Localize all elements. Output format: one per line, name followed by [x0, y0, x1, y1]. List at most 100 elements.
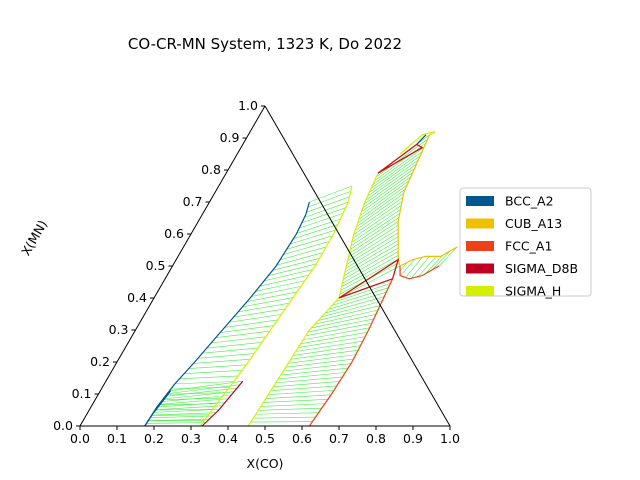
tie-line — [374, 142, 427, 182]
y-tick-label: 0.8 — [201, 162, 221, 177]
tie-line — [328, 291, 387, 310]
phase-boundary-sigma-h — [338, 172, 379, 299]
x-tick-label: 0.3 — [181, 431, 201, 446]
tie-line — [220, 325, 274, 333]
tie-line — [286, 235, 333, 250]
tie-triangle — [377, 143, 424, 174]
tie-line — [275, 376, 343, 384]
tie-line — [270, 385, 337, 392]
x-tick-label: 1.0 — [440, 431, 460, 446]
tie-line — [255, 412, 319, 415]
tie-line — [153, 408, 220, 413]
tie-line — [301, 207, 346, 224]
tie-line — [278, 372, 346, 380]
tie-line — [353, 201, 403, 235]
tie-line — [299, 213, 344, 229]
y-tick-label: 0.6 — [164, 226, 184, 241]
tie-line — [168, 384, 240, 394]
y-tick-label: 0.7 — [183, 194, 203, 209]
tie-line — [357, 189, 406, 224]
tie-line — [184, 370, 243, 374]
tie-line — [399, 262, 408, 272]
tie-line — [347, 228, 399, 261]
tie-line — [306, 196, 350, 213]
tie-line — [350, 217, 400, 250]
tie-line — [307, 191, 351, 208]
x-tick-label: 0.2 — [144, 431, 164, 446]
tie-line — [363, 168, 415, 205]
phase-boundary-sigma-h — [399, 131, 436, 155]
tie-line — [166, 387, 237, 397]
tie-line — [354, 197, 403, 232]
x-tick-label: 0.5 — [255, 431, 275, 446]
x-tick-label: 0.9 — [403, 431, 423, 446]
tie-line — [151, 414, 209, 416]
tie-line — [321, 300, 383, 318]
x-tick-label: 0.4 — [218, 431, 238, 446]
tie-line — [224, 319, 278, 328]
tie-line — [318, 305, 381, 321]
phase-boundary-bcc-a2 — [416, 134, 427, 145]
legend-entry-label: SIGMA_H — [505, 284, 561, 299]
phase-boundary-sigma-h — [247, 297, 340, 427]
tie-line — [341, 255, 399, 288]
tie-line — [368, 155, 421, 193]
phase-boundary-sigma-h — [199, 185, 353, 427]
phase-boundary-sigma-d8b — [201, 380, 244, 427]
x-tick-label: 0.8 — [366, 431, 386, 446]
tie-line — [288, 354, 356, 364]
tie-line — [250, 421, 313, 423]
tie-line — [300, 331, 368, 344]
tie-line — [197, 353, 255, 359]
y-tick-label: 0.2 — [90, 354, 110, 369]
tie-line — [314, 309, 379, 325]
chart-title: CO-CR-MN System, 1323 K, Do 2022 — [128, 35, 402, 53]
legend: BCC_A2 CUB_A13 FCC_A1 SIGMA_D8B SIGMA_H — [459, 187, 592, 299]
tie-line — [233, 308, 286, 318]
tie-line — [344, 240, 399, 273]
tie-line — [349, 221, 399, 254]
tie-line — [229, 314, 282, 323]
tie-line — [179, 375, 239, 380]
tie-line — [146, 422, 206, 424]
phase-boundary-bcc-a2 — [144, 201, 310, 427]
legend-swatch — [466, 196, 494, 206]
tie-line — [290, 349, 359, 360]
tie-line — [400, 258, 416, 276]
y-tick-label: 0.4 — [127, 290, 147, 305]
tie-line — [293, 345, 361, 356]
tie-triangle — [338, 258, 400, 299]
tie-line — [259, 274, 309, 287]
tie-line — [242, 297, 294, 308]
legend-entry-label: SIGMA_D8B — [505, 261, 578, 276]
tie-line — [255, 280, 305, 292]
tie-line — [253, 416, 316, 419]
tie-line — [344, 243, 399, 276]
tie-line — [295, 340, 363, 352]
y-tick-label: 1.0 — [238, 98, 258, 113]
tie-line — [311, 314, 376, 329]
tie-line — [150, 415, 213, 419]
tie-line — [206, 342, 262, 349]
y-tick-label: 0.5 — [146, 258, 166, 273]
tie-line — [158, 403, 217, 406]
tie-line — [276, 252, 323, 266]
tie-line — [215, 330, 270, 339]
tie-line — [258, 407, 322, 411]
x-tick-label: 0.7 — [329, 431, 349, 446]
phase-boundary-fcc-a1 — [399, 265, 440, 280]
y-tick-label: 0.1 — [72, 386, 92, 401]
tie-line — [304, 201, 349, 218]
tie-line — [148, 419, 210, 421]
tie-line — [351, 209, 401, 243]
tie-line — [367, 159, 419, 197]
tie-line — [335, 282, 391, 303]
tie-line — [303, 327, 370, 341]
tie-line — [431, 250, 451, 271]
tie-line — [298, 336, 366, 348]
tie-line — [348, 224, 399, 258]
tie-line — [265, 394, 332, 399]
y-tick-label: 0.3 — [109, 322, 129, 337]
tie-line — [331, 287, 389, 306]
